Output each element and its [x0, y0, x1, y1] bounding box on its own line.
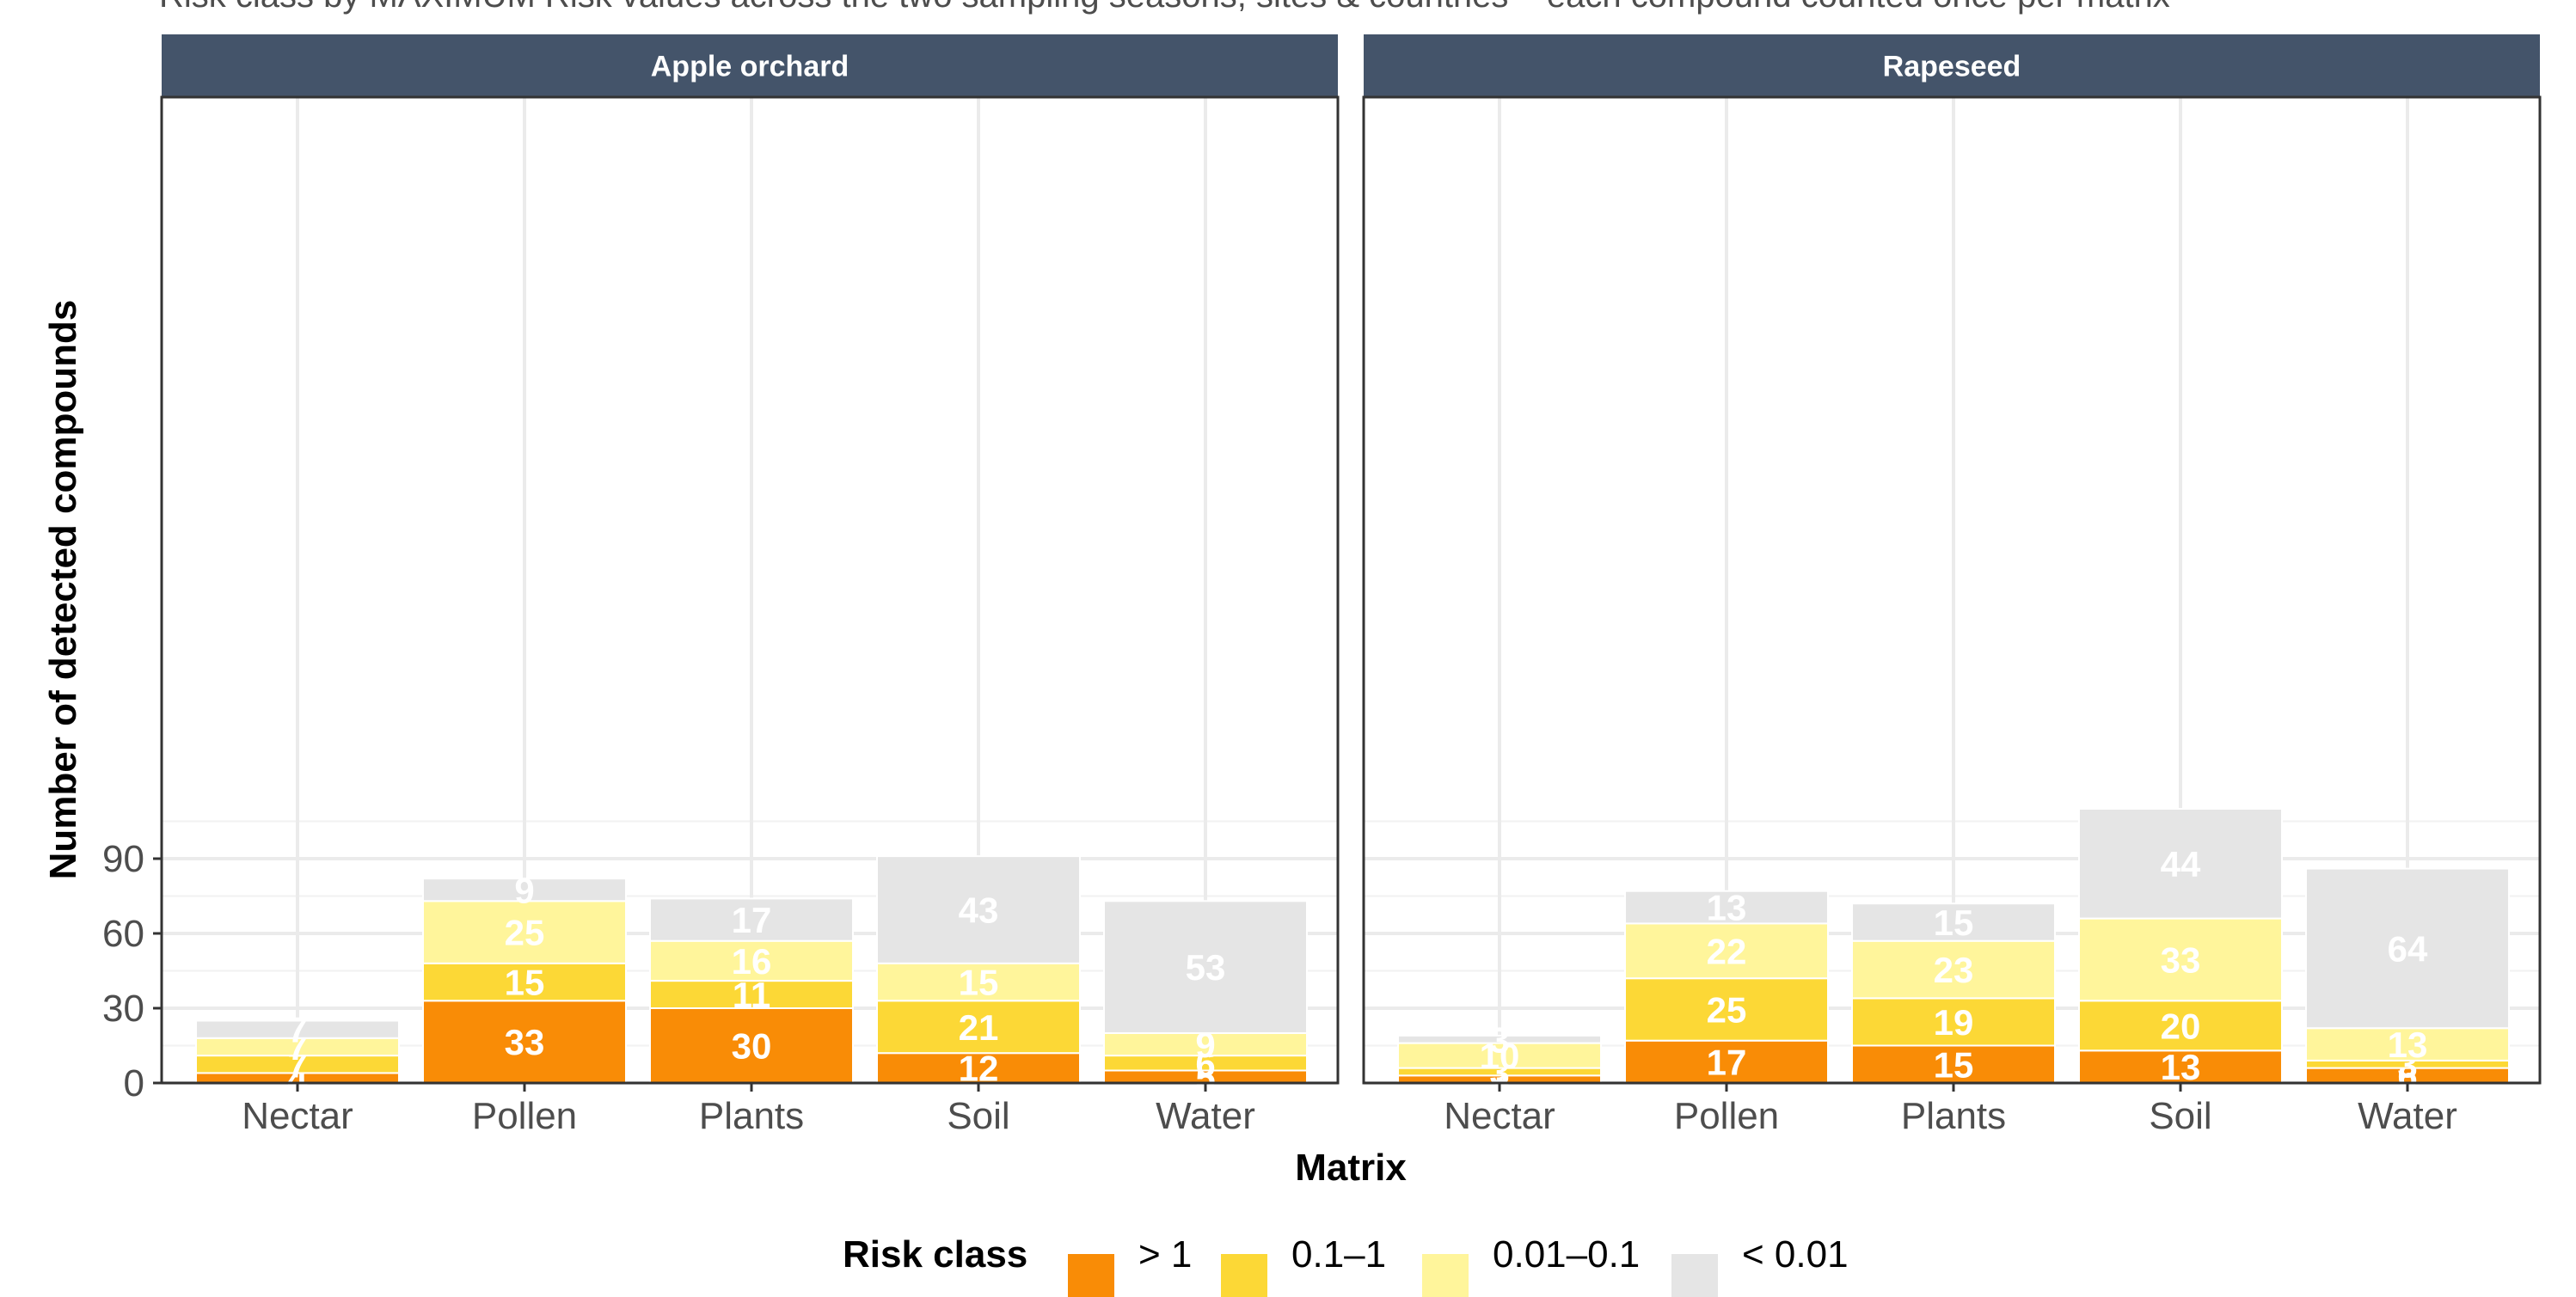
facet-title: Rapeseed	[1883, 51, 2021, 83]
x-tick-label: Water	[1156, 1095, 1255, 1137]
data-label: 15	[1934, 902, 1974, 943]
legend-key-0-01-0-1	[1422, 1254, 1469, 1297]
data-label: 13	[2388, 1025, 2428, 1065]
bar-segment-plants-0-01-0-1	[649, 939, 854, 982]
x-tick-label: Pollen	[472, 1095, 577, 1137]
data-label: 33	[2161, 939, 2201, 980]
bar-segment-soil-0-01-0-1	[2078, 917, 2283, 1002]
bar-segment-soil-0-01-0-1	[876, 962, 1081, 1002]
bar-segment-plants-0-01-0-1	[1851, 939, 2056, 1000]
chart-subtitle: Risk class by MAXIMUM Risk values across…	[159, 0, 2170, 15]
data-label: 17	[732, 900, 772, 940]
data-label: 25	[505, 913, 545, 953]
bar-segment-soil-0-1-1	[876, 1000, 1081, 1055]
bar-segment-soil-0-1-1	[2078, 1000, 2283, 1052]
data-label: 25	[1707, 989, 1747, 1030]
x-tick-label: Nectar	[242, 1095, 353, 1137]
data-label: 23	[1934, 950, 1974, 990]
panel-border	[1362, 95, 2542, 1085]
data-label: 64	[2388, 928, 2428, 969]
bar-segment-nectar-lt-0-01	[1397, 1034, 1602, 1044]
data-label: 53	[1186, 947, 1226, 988]
facet-strip	[1364, 34, 2540, 97]
x-tick-label: Plants	[1901, 1095, 2006, 1137]
bar-segment-plants-gt-1	[649, 1007, 854, 1084]
bar-segment-plants-lt-0-01	[649, 897, 854, 942]
facet-strip	[162, 34, 1338, 97]
legend: Risk class > 1 0.1–1 0.01–0.1 < 0.01	[843, 1233, 1849, 1297]
legend-label: 0.01–0.1	[1493, 1233, 1640, 1276]
bar-segment-water-lt-0-01	[1103, 900, 1308, 1035]
data-label: 44	[2161, 844, 2201, 884]
legend-key-gt-1	[1068, 1254, 1114, 1297]
x-tick-label: Plants	[699, 1095, 804, 1137]
bar-segment-nectar-lt-0-01	[195, 1019, 400, 1039]
data-label: 16	[732, 941, 772, 982]
data-label: 13	[1707, 888, 1747, 928]
y-tick-label: 60	[102, 913, 144, 955]
y-tick-label: 0	[124, 1062, 144, 1104]
data-label: 15	[959, 963, 999, 1003]
bar-segment-pollen-0-01-0-1	[1624, 922, 1829, 980]
y-axis-title: Number of detected compounds	[42, 300, 84, 880]
bar-segment-soil-lt-0-01	[2078, 808, 2283, 920]
bar-segment-plants-lt-0-01	[1851, 902, 2056, 942]
data-label: 22	[1707, 931, 1747, 971]
x-axis-title: Matrix	[1295, 1147, 1407, 1189]
data-label: 9	[1195, 1025, 1215, 1065]
x-tick-label: Nectar	[1444, 1095, 1555, 1137]
chart-subtitle-container: Risk class by MAXIMUM Risk values across…	[0, 0, 2576, 17]
bar-segment-pollen-lt-0-01	[1624, 890, 1829, 925]
data-label: 9	[514, 870, 534, 910]
x-tick-label: Soil	[2149, 1095, 2211, 1137]
x-tick-label: Pollen	[1674, 1095, 1779, 1137]
y-tick-label: 30	[102, 988, 144, 1030]
panel-border	[160, 95, 1340, 1085]
data-label: 33	[505, 1022, 545, 1062]
legend-key-lt-0-01	[1671, 1254, 1718, 1297]
bar-segment-pollen-gt-1	[422, 1000, 627, 1085]
bar-segment-nectar-0-01-0-1	[1397, 1042, 1602, 1069]
data-label: 15	[505, 963, 545, 1003]
data-label: 15	[1934, 1044, 1974, 1085]
data-label: 19	[1934, 1002, 1974, 1043]
bar-segment-pollen-gt-1	[1624, 1039, 1829, 1084]
data-label: 43	[959, 890, 999, 930]
bar-segment-pollen-0-01-0-1	[422, 900, 627, 964]
x-tick-label: Water	[2358, 1095, 2457, 1137]
data-label: 30	[732, 1026, 772, 1067]
bar-segment-plants-0-1-1	[1851, 997, 2056, 1047]
y-tick-label: 90	[102, 838, 144, 880]
x-tick-label: Soil	[947, 1095, 1009, 1137]
legend-label: > 1	[1138, 1233, 1192, 1276]
data-label: 17	[1707, 1042, 1747, 1082]
panel-rapeseed: Rapeseed33103172522131519231513203344631…	[1362, 34, 2542, 1137]
axes: 0 30 60 90 Number of detected compounds Matri…	[42, 300, 1407, 1189]
data-label: 13	[2161, 1047, 2201, 1087]
data-label: 21	[959, 1007, 999, 1048]
facet-title: Apple orchard	[651, 51, 849, 83]
legend-title: Risk class	[843, 1233, 1027, 1276]
data-label: 20	[2161, 1006, 2201, 1046]
bar-segment-water-0-01-0-1	[2305, 1027, 2510, 1061]
data-label: 7	[287, 1010, 307, 1050]
bar-segment-water-lt-0-01	[2305, 867, 2510, 1030]
bar-segment-soil-lt-0-01	[876, 855, 1081, 964]
legend-key-0-1-1	[1221, 1254, 1267, 1297]
legend-label: 0.1–1	[1291, 1233, 1386, 1276]
legend-label: < 0.01	[1742, 1233, 1849, 1276]
data-label: 3	[1489, 1019, 1509, 1060]
bar-segment-pollen-lt-0-01	[422, 878, 627, 902]
